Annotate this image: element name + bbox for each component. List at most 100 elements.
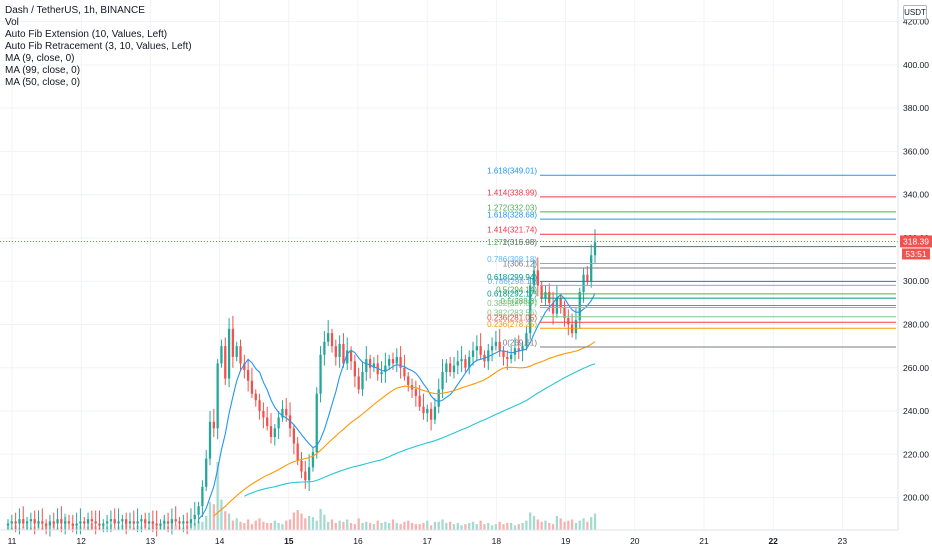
volume-bar bbox=[227, 513, 231, 530]
indicator-ma50[interactable]: MA (50, close, 0) bbox=[5, 77, 81, 88]
price-tick-label: 260.00 bbox=[903, 363, 929, 373]
candle-body bbox=[117, 521, 120, 524]
volume-bar bbox=[361, 522, 364, 530]
candle-body bbox=[509, 354, 513, 360]
volume-bar bbox=[319, 508, 322, 530]
candle-body bbox=[193, 514, 196, 520]
volume-bar bbox=[357, 518, 360, 530]
candle-body bbox=[456, 361, 459, 366]
candle-body bbox=[29, 519, 33, 522]
candle-body bbox=[52, 521, 55, 524]
candle-body bbox=[418, 395, 421, 407]
candle-body bbox=[121, 519, 124, 522]
time-tick-label: 11 bbox=[8, 536, 17, 546]
fib-level-label: 0.236(278.25) bbox=[487, 320, 537, 329]
candle-body bbox=[60, 519, 63, 524]
fib-level-label: 1(306.12) bbox=[503, 259, 538, 268]
candle-body bbox=[517, 348, 520, 351]
candle-body bbox=[64, 521, 67, 524]
volume-bar bbox=[258, 518, 261, 530]
volume-bar bbox=[113, 527, 116, 530]
price-tick-label: 220.00 bbox=[903, 449, 929, 459]
volume-bar bbox=[399, 524, 402, 530]
indicator-fib-retracement[interactable]: Auto Fib Retracement (3, 10, Values, Lef… bbox=[5, 41, 192, 52]
candle-body bbox=[395, 356, 398, 364]
candle-body bbox=[563, 307, 566, 318]
candle-body bbox=[33, 519, 36, 524]
candle-body bbox=[391, 359, 395, 364]
volume-bar bbox=[475, 524, 478, 530]
candle-body bbox=[346, 350, 349, 364]
candle-body bbox=[559, 298, 562, 308]
candle-body bbox=[246, 369, 250, 381]
volume-bar bbox=[521, 522, 524, 530]
volume-bar bbox=[502, 524, 505, 530]
price-tick-label: 380.00 bbox=[903, 103, 929, 113]
volume-bar bbox=[410, 522, 414, 530]
indicator-ma9[interactable]: MA (9, close, 0) bbox=[5, 53, 75, 64]
volume-bar bbox=[83, 527, 86, 530]
candle-body bbox=[407, 376, 410, 386]
candle-body bbox=[353, 361, 357, 377]
candle-body bbox=[102, 523, 105, 526]
volume-bar bbox=[567, 520, 570, 530]
indicator-volume[interactable]: Vol bbox=[5, 17, 19, 28]
indicator-fib-extension[interactable]: Auto Fib Extension (10, Values, Left) bbox=[5, 29, 168, 40]
volume-bar bbox=[414, 524, 417, 530]
candle-body bbox=[258, 400, 261, 412]
volume-bar bbox=[376, 520, 379, 530]
volume-bar bbox=[273, 520, 276, 530]
volume-bar bbox=[570, 519, 574, 530]
volume-bar bbox=[388, 522, 391, 530]
time-tick-label: 16 bbox=[353, 536, 363, 546]
candle-body bbox=[205, 458, 208, 487]
candle-body bbox=[567, 318, 570, 325]
candle-body bbox=[281, 408, 284, 418]
volume-bar bbox=[391, 519, 395, 530]
currency-label[interactable]: USDT bbox=[903, 5, 927, 20]
candle-body bbox=[414, 389, 417, 396]
candle-body bbox=[56, 519, 59, 524]
volume-bar bbox=[212, 504, 215, 530]
candle-body bbox=[94, 521, 97, 524]
fib-level-label: 1.618(328.68) bbox=[487, 211, 537, 220]
candle-body bbox=[41, 521, 44, 524]
candle-body bbox=[422, 406, 425, 414]
time-tick-label: 14 bbox=[215, 536, 225, 546]
candle-body bbox=[288, 415, 292, 429]
volume-bar bbox=[334, 522, 337, 530]
candle-body bbox=[208, 421, 212, 459]
candle-body bbox=[14, 521, 17, 524]
volume-bar bbox=[429, 525, 433, 530]
fib-level-label: 1.272(316.05) bbox=[487, 238, 537, 247]
candle-body bbox=[452, 365, 456, 373]
volume-bar bbox=[216, 462, 219, 530]
fib-level-label: 1.414(338.99) bbox=[487, 188, 537, 197]
candle-body bbox=[449, 363, 452, 373]
indicator-ma99[interactable]: MA (99, close, 0) bbox=[5, 65, 81, 76]
candle-body bbox=[536, 270, 539, 286]
candle-body bbox=[6, 523, 10, 526]
fib-level-label: 0.786(298.11) bbox=[488, 277, 538, 286]
symbol-title[interactable]: Dash / TetherUS, 1h, BINANCE bbox=[5, 5, 145, 16]
candle-body bbox=[155, 523, 158, 526]
fib-level-label: 1.618(349.01) bbox=[487, 167, 537, 176]
volume-bar bbox=[342, 521, 345, 530]
candle-body bbox=[227, 328, 231, 379]
candle-body bbox=[323, 341, 326, 355]
volume-bar bbox=[574, 522, 578, 530]
volume-bar bbox=[494, 524, 498, 530]
volume-bar bbox=[422, 522, 425, 530]
volume-bar bbox=[254, 520, 257, 530]
volume-bar bbox=[296, 510, 299, 530]
volume-bar bbox=[532, 515, 536, 530]
candle-body bbox=[327, 333, 330, 342]
candle-body bbox=[540, 285, 543, 299]
candle-body bbox=[471, 350, 475, 357]
candle-body bbox=[529, 285, 532, 334]
fib-level-label: 1.272(332.03) bbox=[487, 203, 537, 212]
candle-body bbox=[365, 359, 368, 373]
ma9-line bbox=[198, 293, 596, 520]
